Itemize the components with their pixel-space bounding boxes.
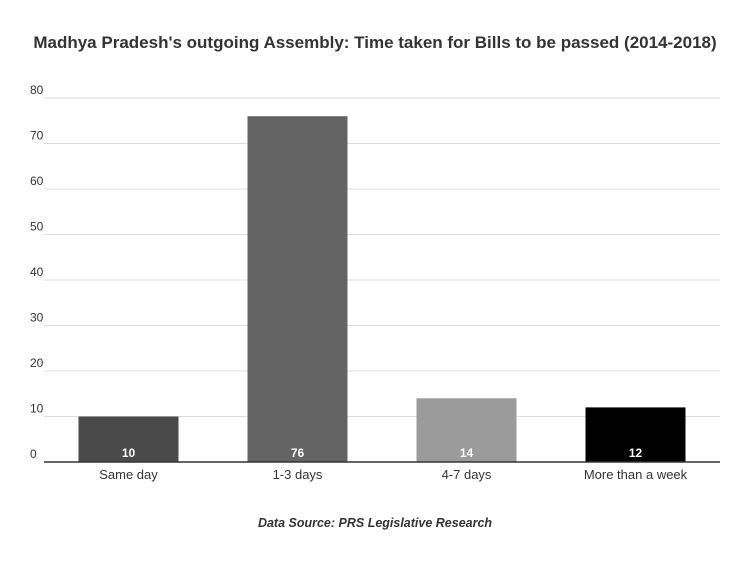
y-tick-label: 50 xyxy=(30,220,44,234)
x-category-label: Same day xyxy=(99,467,158,482)
bar-1-3-days xyxy=(247,116,348,462)
bar-more-than-a-week xyxy=(585,407,686,462)
x-category-label: 1-3 days xyxy=(273,467,323,482)
y-tick-label: 70 xyxy=(30,129,44,143)
y-tick-label: 10 xyxy=(30,402,44,416)
y-tick-label: 20 xyxy=(30,356,44,370)
y-tick-label: 40 xyxy=(30,265,44,279)
bar-4-7-days xyxy=(416,398,517,462)
bar-value-label: 12 xyxy=(629,446,643,460)
y-tick-label: 0 xyxy=(30,447,37,461)
y-tick-label: 80 xyxy=(30,83,44,97)
bar-value-label: 76 xyxy=(291,446,305,460)
y-axis-ticks: 0 10 20 30 40 50 60 70 80 xyxy=(30,83,44,461)
y-tick-label: 30 xyxy=(30,311,44,325)
data-source-note: Data Source: PRS Legislative Research xyxy=(258,516,492,530)
bars: 10 76 14 12 xyxy=(78,116,686,462)
x-category-label: 4-7 days xyxy=(442,467,492,482)
x-category-label: More than a week xyxy=(584,467,688,482)
bar-value-label: 10 xyxy=(122,446,136,460)
gridlines xyxy=(44,97,720,417)
bar-value-label: 14 xyxy=(460,446,474,460)
chart-title: Madhya Pradesh's outgoing Assembly: Time… xyxy=(33,33,716,52)
bar-same-day xyxy=(78,416,179,462)
y-tick-label: 60 xyxy=(30,174,44,188)
x-axis-categories: Same day 1-3 days 4-7 days More than a week xyxy=(99,467,687,482)
